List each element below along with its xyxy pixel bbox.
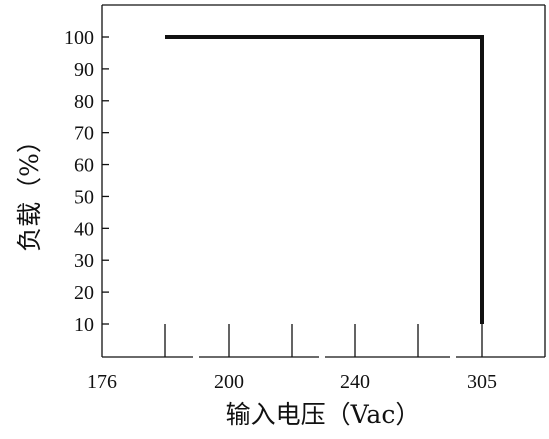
series-line (165, 35, 484, 324)
axes (101, 4, 546, 358)
series-group (165, 35, 484, 324)
y-tick-label: 10 (74, 314, 94, 336)
y-axis-title: 负载（%） (15, 128, 44, 252)
y-tick-label: 100 (64, 27, 94, 49)
y-tick-label: 70 (74, 123, 94, 145)
y-tick-label: 90 (74, 59, 94, 81)
y-tick-label: 80 (74, 91, 94, 113)
y-tick-label: 20 (74, 282, 94, 304)
x-tick-label: 176 (87, 371, 117, 393)
x-tick-label: 305 (467, 371, 497, 393)
x-tick-label: 200 (214, 371, 244, 393)
x-axis-title: 输入电压（Vac） (226, 400, 421, 429)
y-tick-label: 30 (74, 250, 94, 272)
y-ticks: 10 20 30 40 50 60 70 80 90 100 (64, 27, 109, 336)
x-ticks: 176 200 240 305 (87, 371, 497, 393)
y-tick-label: 40 (74, 218, 94, 240)
y-tick-label: 50 (74, 186, 94, 208)
y-tick-label: 60 (74, 155, 94, 177)
x-tick-label: 240 (340, 371, 370, 393)
x-minor-ticks (164, 324, 483, 357)
